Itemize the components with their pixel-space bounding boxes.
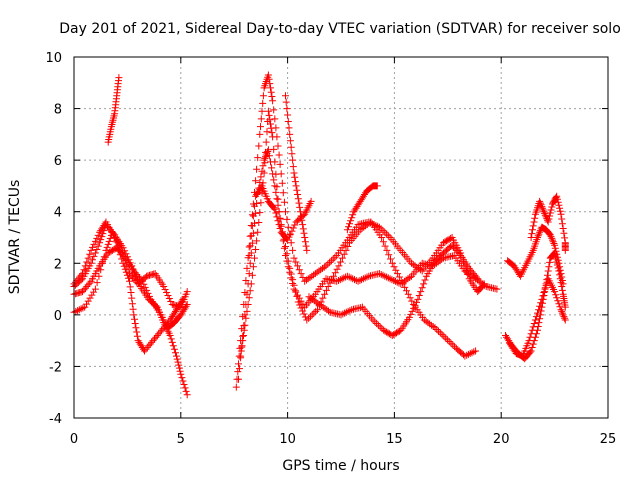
plot-frame bbox=[73, 56, 609, 419]
series-track-p bbox=[506, 275, 569, 360]
data-markers bbox=[245, 182, 315, 259]
axis-ticks bbox=[73, 56, 609, 419]
data-markers bbox=[506, 275, 569, 360]
series-track-k bbox=[305, 241, 482, 339]
y-tick-label: 10 bbox=[45, 51, 62, 66]
series-track-i bbox=[245, 182, 315, 259]
y-tick-label: -2 bbox=[49, 360, 62, 375]
y-tick-label: 4 bbox=[54, 206, 62, 221]
x-tick-label: 0 bbox=[70, 432, 78, 447]
data-markers bbox=[527, 192, 569, 254]
data-markers bbox=[305, 241, 482, 339]
y-tick-label: 6 bbox=[54, 154, 62, 169]
y-tick-label: 2 bbox=[54, 257, 62, 272]
series-track-o bbox=[527, 192, 569, 254]
y-tick-label: 0 bbox=[54, 309, 62, 324]
data-markers bbox=[504, 223, 567, 288]
series-track-e bbox=[104, 74, 123, 146]
y-tick-label: -4 bbox=[49, 412, 62, 427]
x-axis-label: GPS time / hours bbox=[282, 458, 399, 474]
x-tick-label: 15 bbox=[386, 432, 403, 447]
x-tick-label: 5 bbox=[177, 432, 185, 447]
chart-title: Day 201 of 2021, Sidereal Day-to-day VTE… bbox=[59, 21, 621, 37]
data-markers bbox=[104, 74, 123, 146]
x-tick-label: 10 bbox=[279, 432, 296, 447]
y-axis-label: SDTVAR / TECUs bbox=[7, 180, 23, 295]
series-track-j bbox=[282, 92, 311, 254]
x-tick-label: 20 bbox=[493, 432, 510, 447]
y-tick-labels: -4 -2 0 2 4 6 8 10 bbox=[45, 51, 62, 427]
data-markers bbox=[343, 182, 381, 234]
x-tick-label: 25 bbox=[600, 432, 617, 447]
y-tick-label: 8 bbox=[54, 103, 62, 118]
series-track-l bbox=[343, 182, 381, 234]
data-markers bbox=[282, 92, 311, 254]
x-tick-labels: 0 5 10 15 20 25 bbox=[70, 432, 616, 447]
series-track-m bbox=[504, 223, 567, 288]
